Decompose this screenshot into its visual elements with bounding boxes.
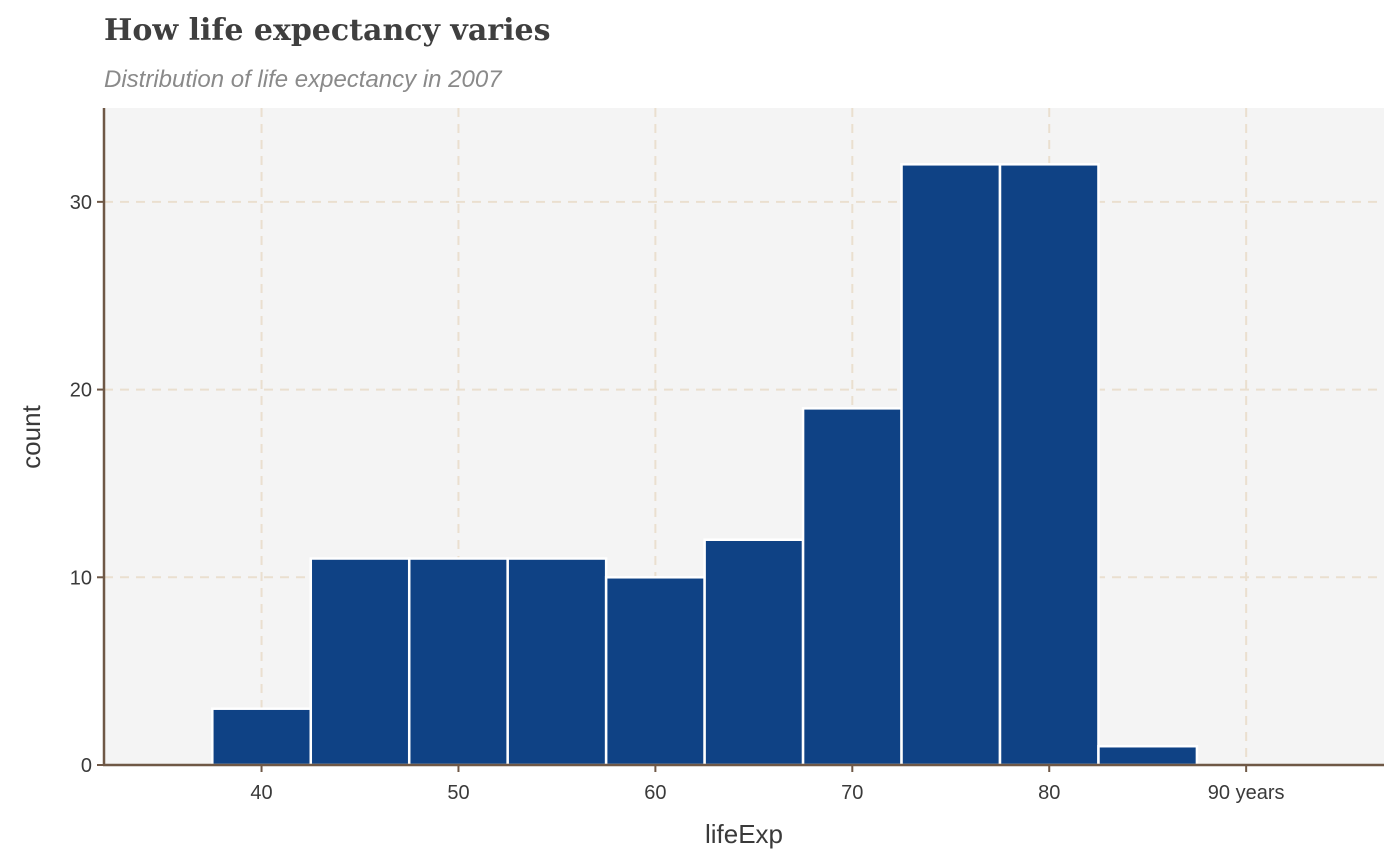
histogram-bar bbox=[801, 407, 903, 767]
histogram-bar bbox=[998, 163, 1100, 767]
histogram-bar bbox=[703, 538, 805, 767]
x-tick-label: 80 bbox=[1038, 782, 1060, 804]
y-tick-label: 10 bbox=[70, 567, 92, 589]
histogram-bar bbox=[1097, 744, 1199, 767]
chart-title: How life expectancy varies bbox=[104, 13, 550, 48]
x-tick-label: 50 bbox=[447, 782, 469, 804]
histogram-bar bbox=[407, 557, 509, 767]
y-axis-title: count bbox=[16, 404, 46, 468]
y-axis-ticks: 0 10 20 30 bbox=[70, 192, 104, 777]
x-axis-title: lifeExp bbox=[705, 819, 783, 849]
x-tick-label: 60 bbox=[644, 782, 666, 804]
histogram-bar bbox=[309, 557, 411, 767]
histogram-bar bbox=[900, 163, 1002, 767]
x-tick-label: 70 bbox=[841, 782, 863, 804]
histogram-bar bbox=[506, 557, 608, 767]
histogram-bar bbox=[211, 707, 313, 767]
chart-subtitle: Distribution of life expectancy in 2007 bbox=[104, 66, 503, 93]
histogram-bar bbox=[604, 576, 706, 767]
y-tick-label: 0 bbox=[81, 755, 92, 777]
histogram-bars bbox=[211, 163, 1199, 767]
y-tick-label: 20 bbox=[70, 380, 92, 402]
x-axis-ticks: 40 50 60 70 80 90 years bbox=[250, 765, 1285, 804]
y-tick-label: 30 bbox=[70, 192, 92, 214]
x-tick-label: 40 bbox=[250, 782, 272, 804]
x-tick-label: 90 years bbox=[1208, 782, 1285, 804]
